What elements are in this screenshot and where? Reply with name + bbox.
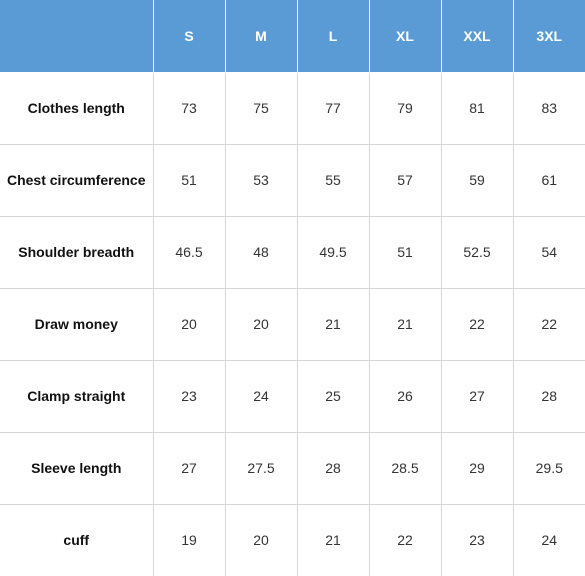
row-label: Chest circumference [0, 143, 154, 217]
table-cell: 29.5 [512, 431, 585, 505]
table-cell: 57 [368, 143, 442, 217]
table-cell: 25 [296, 359, 370, 433]
table-cell: 22 [512, 287, 585, 361]
table-cell: 23 [152, 359, 226, 433]
table-cell: 79 [368, 71, 442, 145]
table-cell: 21 [368, 287, 442, 361]
table-cell: 26 [368, 359, 442, 433]
table-row: Clamp straight 23 24 25 26 27 28 [0, 359, 585, 433]
row-label: Shoulder breadth [0, 215, 154, 289]
table-cell: 24 [224, 359, 298, 433]
row-label: Clothes length [0, 71, 154, 145]
row-label: cuff [0, 503, 154, 576]
table-cell: 59 [440, 143, 514, 217]
table-cell: 48 [224, 215, 298, 289]
table-cell: 20 [152, 287, 226, 361]
table-cell: 27 [440, 359, 514, 433]
table-cell: 21 [296, 503, 370, 576]
header-size-xxl: XXL [440, 0, 514, 73]
table-row: cuff 19 20 21 22 23 24 [0, 503, 585, 576]
table-cell: 83 [512, 71, 585, 145]
table-cell: 54 [512, 215, 585, 289]
table-cell: 20 [224, 503, 298, 576]
header-corner-cell [0, 0, 154, 73]
table-cell: 73 [152, 71, 226, 145]
table-cell: 28 [296, 431, 370, 505]
table-cell: 22 [440, 287, 514, 361]
size-header: S M L XL XXL 3XL [0, 0, 585, 73]
size-body: Clothes length 73 75 77 79 81 83 Chest c… [0, 71, 585, 576]
table-row: Draw money 20 20 21 21 22 22 [0, 287, 585, 361]
row-label: Clamp straight [0, 359, 154, 433]
table-cell: 29 [440, 431, 514, 505]
table-cell: 55 [296, 143, 370, 217]
table-cell: 75 [224, 71, 298, 145]
table-cell: 28.5 [368, 431, 442, 505]
row-label: Draw money [0, 287, 154, 361]
table-row: Shoulder breadth 46.5 48 49.5 51 52.5 54 [0, 215, 585, 289]
header-size-m: M [224, 0, 298, 73]
header-size-s: S [152, 0, 226, 73]
header-size-3xl: 3XL [512, 0, 585, 73]
table-row: Clothes length 73 75 77 79 81 83 [0, 71, 585, 145]
table-cell: 27.5 [224, 431, 298, 505]
header-row: S M L XL XXL 3XL [0, 0, 585, 73]
table-cell: 23 [440, 503, 514, 576]
table-cell: 24 [512, 503, 585, 576]
table-row: Sleeve length 27 27.5 28 28.5 29 29.5 [0, 431, 585, 505]
table-cell: 77 [296, 71, 370, 145]
table-cell: 46.5 [152, 215, 226, 289]
row-label: Sleeve length [0, 431, 154, 505]
table-cell: 28 [512, 359, 585, 433]
table-cell: 20 [224, 287, 298, 361]
table-cell: 27 [152, 431, 226, 505]
header-size-l: L [296, 0, 370, 73]
table-cell: 61 [512, 143, 585, 217]
table-cell: 53 [224, 143, 298, 217]
table-cell: 21 [296, 287, 370, 361]
table-cell: 22 [368, 503, 442, 576]
table-cell: 51 [368, 215, 442, 289]
header-size-xl: XL [368, 0, 442, 73]
table-cell: 51 [152, 143, 226, 217]
table-row: Chest circumference 51 53 55 57 59 61 [0, 143, 585, 217]
table-cell: 19 [152, 503, 226, 576]
table-cell: 49.5 [296, 215, 370, 289]
table-cell: 52.5 [440, 215, 514, 289]
table-cell: 81 [440, 71, 514, 145]
